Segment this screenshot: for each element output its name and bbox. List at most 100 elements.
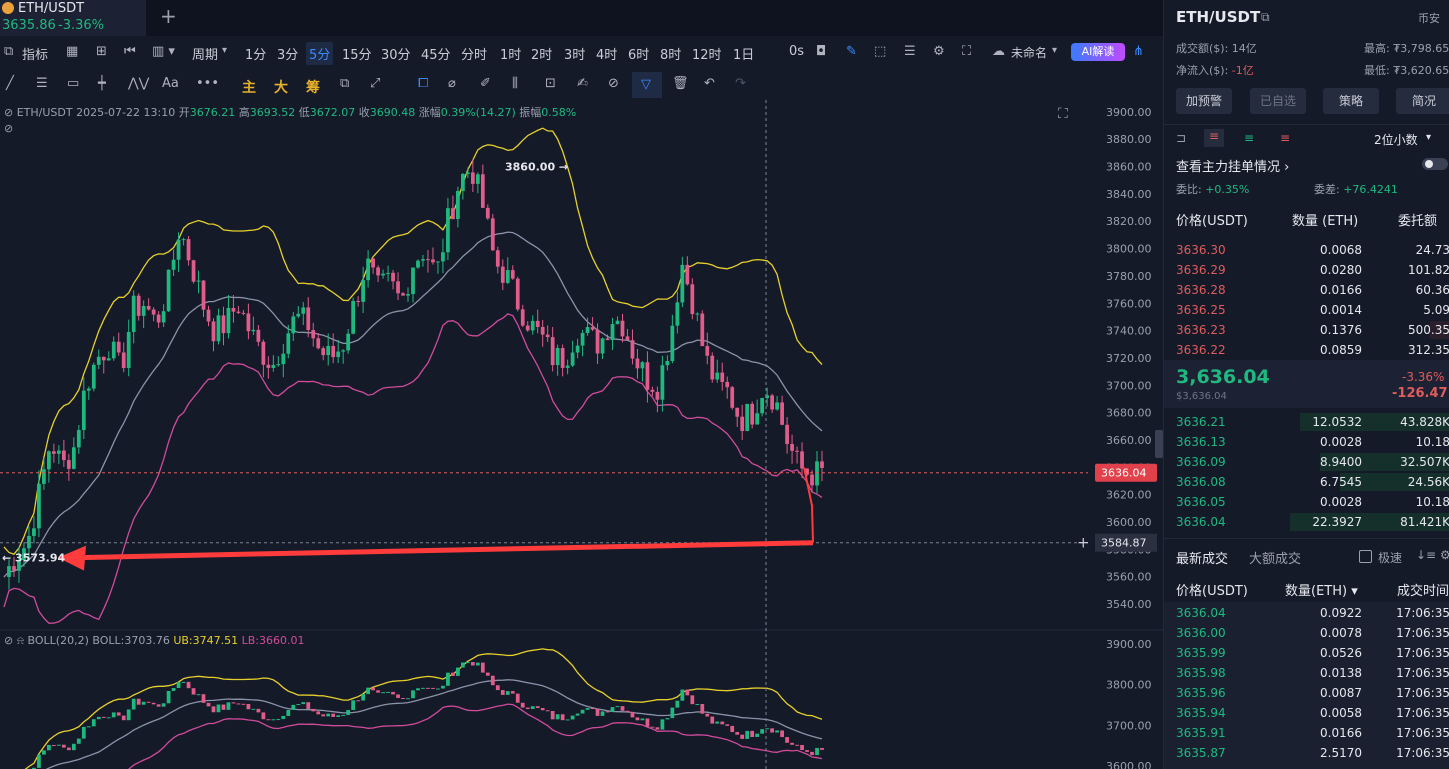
boll-collapse-icon[interactable]: ⊘ xyxy=(4,634,14,647)
add-alert-button[interactable]: 加预警 xyxy=(1176,88,1232,114)
redo-icon[interactable]: ↷ xyxy=(735,76,746,91)
main-chart-toggle[interactable]: 主 xyxy=(242,80,256,96)
period-dropdown[interactable]: 周期 xyxy=(192,48,219,63)
candles-icon[interactable]: ⫼ xyxy=(512,76,518,91)
filter-button[interactable]: ▽ xyxy=(632,72,662,98)
trade-row[interactable]: 3636.00 0.0078 17:06:35 xyxy=(1164,623,1449,643)
main-orders-link[interactable]: 查看主力挂单情况 › xyxy=(1176,160,1290,175)
interval-8h[interactable]: 8时 xyxy=(660,48,682,63)
watchlist-button[interactable]: 已自选 xyxy=(1250,88,1306,114)
interval-6h[interactable]: 6时 xyxy=(628,48,650,63)
tab-large-trades[interactable]: 大额成交 xyxy=(1249,552,1302,567)
ask-row[interactable]: 3636.23 0.1376 500.35 xyxy=(1164,320,1449,340)
crossline-icon[interactable]: ┿ xyxy=(98,76,106,91)
trendline-icon[interactable]: ╱ xyxy=(6,76,14,91)
view-asks-icon[interactable]: ≡ xyxy=(1280,131,1291,145)
interval-30m[interactable]: 30分 xyxy=(381,48,411,63)
replay-icon[interactable]: ⏮ xyxy=(124,44,136,59)
expand-legend-icon[interactable]: ⊘ xyxy=(4,122,14,135)
interval-2h[interactable]: 2时 xyxy=(531,48,553,63)
indicators-button[interactable]: 指标 xyxy=(22,48,49,63)
pen-icon[interactable]: ✎ xyxy=(846,44,857,59)
decimals-dropdown[interactable]: 2位小数 xyxy=(1374,133,1418,147)
undo-icon[interactable]: ↶ xyxy=(704,76,715,91)
chip-toggle[interactable]: 筹 xyxy=(306,80,320,96)
strategy-button[interactable]: 策略 xyxy=(1323,88,1379,114)
interval-3m[interactable]: 3分 xyxy=(277,48,299,63)
lock-icon[interactable]: ⊡ xyxy=(545,76,556,91)
interval-1d[interactable]: 1日 xyxy=(733,48,755,63)
trade-row[interactable]: 3635.99 0.0526 17:06:35 xyxy=(1164,643,1449,663)
trade-header-qty[interactable]: 数量(ETH) ▾ xyxy=(1285,584,1358,599)
exchange-name[interactable]: 币安 xyxy=(1418,12,1440,25)
tab-latest-trades[interactable]: 最新成交 xyxy=(1176,552,1229,567)
magnet-icon[interactable]: ⊘ xyxy=(608,76,619,91)
text-icon[interactable]: Aa xyxy=(162,76,179,91)
interval-timeshare[interactable]: 分时 xyxy=(461,48,488,63)
seconds-indicator[interactable]: 0s xyxy=(789,44,805,59)
bid-row[interactable]: 3636.21 12.0532 43.828K xyxy=(1164,412,1449,432)
calendar-icon[interactable]: ▦ xyxy=(66,44,79,59)
trade-row[interactable]: 3635.91 0.0166 17:06:35 xyxy=(1164,723,1449,743)
add-tab-button[interactable]: + xyxy=(160,4,177,28)
measure-icon[interactable]: ⤢ xyxy=(370,76,381,91)
ask-row[interactable]: 3636.30 0.0068 24.73 xyxy=(1164,240,1449,260)
ob-header-amount[interactable]: 委托额 xyxy=(1398,214,1438,229)
interval-4h[interactable]: 4时 xyxy=(596,48,618,63)
brush-icon[interactable]: ✐ xyxy=(480,76,491,91)
interval-15m[interactable]: 15分 xyxy=(342,48,372,63)
copy-icon[interactable]: ⧉ xyxy=(1261,10,1270,24)
compare-icon[interactable]: ⊞ xyxy=(96,44,107,59)
ruler-icon[interactable]: ⌀ xyxy=(448,76,456,91)
maximize-icon[interactable]: ⛶ xyxy=(1058,106,1068,122)
view-both-icon[interactable]: ⊐ xyxy=(1176,131,1187,145)
interval-3h[interactable]: 3时 xyxy=(564,48,586,63)
chart-type-icon[interactable]: ▥ ▾ xyxy=(152,44,175,59)
layout-name-dropdown[interactable]: 未命名 xyxy=(1011,46,1048,60)
bell-icon[interactable]: ⍾ xyxy=(16,634,25,647)
select-icon[interactable]: ⧠ xyxy=(418,76,429,91)
settings-icon[interactable]: ⚙ xyxy=(1440,548,1449,562)
view-bids-icon[interactable]: ≡ xyxy=(1244,131,1255,145)
camera-icon[interactable]: ◘ xyxy=(816,44,827,59)
overview-button[interactable]: 简况 xyxy=(1396,88,1449,114)
panel-collapse-handle[interactable] xyxy=(1155,430,1163,458)
trade-row[interactable]: 3635.94 0.0058 17:06:35 xyxy=(1164,703,1449,723)
trash-icon[interactable]: 🗑 xyxy=(672,76,689,91)
collapse-icon[interactable]: ⊘ xyxy=(4,106,14,119)
fast-checkbox[interactable] xyxy=(1359,550,1372,563)
horizontal-lines-icon[interactable]: ☰ xyxy=(36,76,48,91)
rectangle-icon[interactable]: ▭ xyxy=(67,76,80,91)
interval-1h[interactable]: 1时 xyxy=(500,48,522,63)
interval-12h[interactable]: 12时 xyxy=(692,48,722,63)
big-order-toggle[interactable]: 大 xyxy=(274,80,288,96)
fullscreen-icon[interactable]: ⛶ xyxy=(962,44,972,59)
bid-row[interactable]: 3636.09 8.9400 32.507K xyxy=(1164,452,1449,472)
ask-row[interactable]: 3636.29 0.0280 101.82 xyxy=(1164,260,1449,280)
price-chart[interactable]: 3900.00 3880.00 3860.00 3840.00 3820.00 3800.… xyxy=(0,100,1163,769)
bid-row[interactable]: 3636.05 0.0028 10.18 xyxy=(1164,492,1449,512)
main-orders-toggle[interactable] xyxy=(1422,158,1448,170)
copy-icon[interactable]: ⧉ xyxy=(340,76,350,91)
trade-row[interactable]: 3636.04 0.0922 17:06:35 xyxy=(1164,603,1449,623)
gear-icon[interactable]: ⚙ xyxy=(933,44,945,59)
interval-1m[interactable]: 1分 xyxy=(245,48,267,63)
view-asks-bids-icon[interactable]: ≡ xyxy=(1204,129,1224,147)
expand-icon[interactable]: ⬚ xyxy=(874,44,887,59)
sort-icon[interactable]: ↓≡ xyxy=(1416,548,1437,562)
more-icon[interactable]: ••• xyxy=(196,76,220,91)
note-icon[interactable]: ✍ xyxy=(577,76,588,91)
trade-row[interactable]: 3635.87 2.5170 17:06:35 xyxy=(1164,743,1449,763)
add-alert-plus-icon[interactable]: + xyxy=(1077,534,1090,552)
ask-row[interactable]: 3636.28 0.0166 60.36 xyxy=(1164,280,1449,300)
share-icon[interactable]: ⋔ xyxy=(1133,44,1144,59)
trade-row[interactable]: 3635.96 0.0087 17:06:35 xyxy=(1164,683,1449,703)
bid-row[interactable]: 3636.08 6.7545 24.56K xyxy=(1164,472,1449,492)
interval-5m[interactable]: 5分 xyxy=(306,42,334,65)
bid-row[interactable]: 3636.13 0.0028 10.18 xyxy=(1164,432,1449,452)
list-icon[interactable]: ☰ xyxy=(904,44,916,59)
ask-row[interactable]: 3636.22 0.0859 312.35 xyxy=(1164,340,1449,360)
ask-row[interactable]: 3636.25 0.0014 5.09 xyxy=(1164,300,1449,320)
trade-row[interactable]: 3635.98 0.0138 17:06:35 xyxy=(1164,663,1449,683)
bid-row[interactable]: 3636.04 22.3927 81.421K xyxy=(1164,512,1449,532)
